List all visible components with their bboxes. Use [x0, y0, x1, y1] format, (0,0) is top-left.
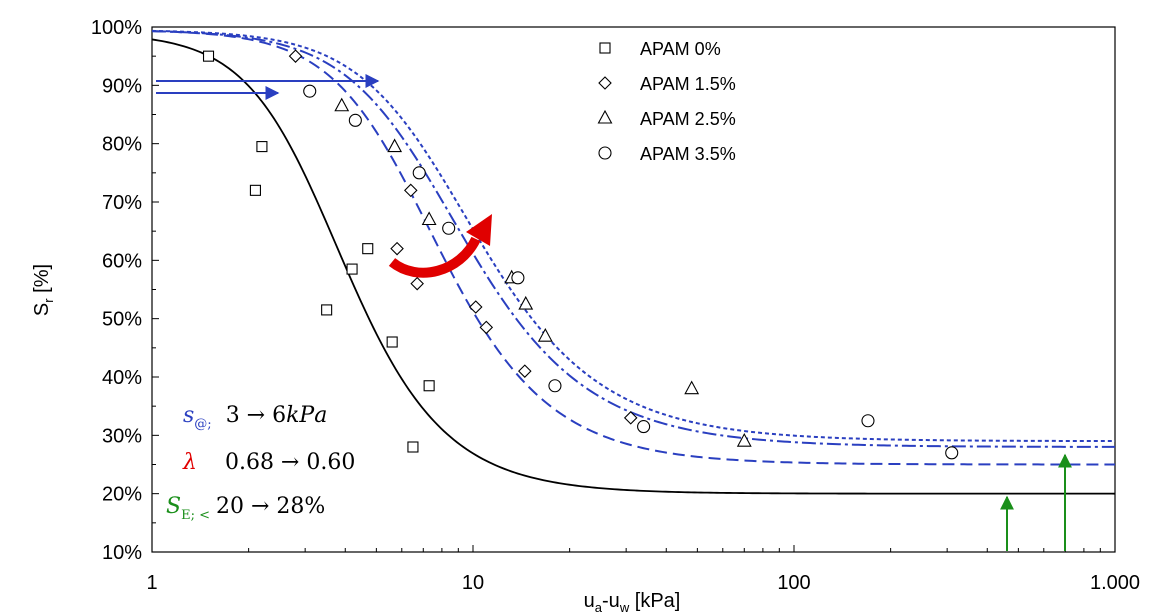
point-triangle	[736, 433, 752, 447]
y-axis-label: Sr [%]	[31, 264, 56, 316]
point-circle	[303, 84, 317, 98]
y-axis-ticks: 10% 20% 30% 40% 50% 60% 70% 80% 90% 100%	[91, 17, 159, 564]
point-square	[202, 50, 215, 62]
point-diamond	[468, 300, 483, 314]
x-axis-ticks: 1 10 100 1.000	[146, 545, 1140, 594]
x-tick-label: 100	[777, 572, 810, 594]
x-tick-label: 10	[462, 572, 484, 594]
rotation-arrow-body	[388, 236, 481, 278]
point-diamond	[288, 49, 303, 63]
point-diamond	[404, 183, 418, 198]
y-tick-label: 60%	[102, 250, 142, 272]
legend-marker-square	[599, 42, 611, 54]
point-square	[407, 441, 419, 453]
legend-marker-circle	[598, 146, 612, 160]
y-tick-label: 40%	[102, 367, 142, 389]
fitted-curves	[151, 29, 1116, 495]
data-points	[202, 49, 959, 460]
point-triangle	[518, 295, 534, 310]
legend-marker-triangle	[597, 109, 613, 124]
point-diamond	[479, 320, 494, 335]
point-triangle	[421, 211, 437, 226]
annotations: s@; 3 → 6𝑘𝑃𝑎 λ 0.68 → 0.60 SE; <20 → 28%	[166, 403, 355, 523]
point-circle	[861, 414, 875, 428]
point-diamond	[623, 411, 638, 425]
legend: APAM 0% APAM 1.5% APAM 2.5% APAM 3.5%	[597, 39, 736, 164]
y-tick-label: 30%	[102, 425, 142, 447]
annotation-suction: s@; 3 → 6𝑘𝑃𝑎	[183, 403, 327, 432]
legend-label: APAM 1.5%	[640, 74, 736, 94]
point-circle	[637, 420, 651, 434]
point-square	[321, 304, 333, 316]
point-circle	[945, 446, 959, 460]
point-diamond	[410, 276, 424, 291]
point-square	[423, 380, 435, 392]
legend-label: APAM 0%	[640, 39, 721, 59]
point-triangle	[334, 97, 350, 112]
point-circle	[412, 166, 426, 180]
rotation-arrow-head	[466, 214, 492, 246]
point-triangle	[684, 380, 700, 395]
legend-label: APAM 2.5%	[640, 109, 736, 129]
residual-arrows	[156, 74, 1072, 551]
point-circle	[548, 379, 562, 393]
y-tick-label: 10%	[102, 542, 142, 564]
y-tick-label: 100%	[91, 17, 142, 39]
annotation-residual: SE; <20 → 28%	[166, 494, 325, 523]
x-axis-label: ua-uw [kPa]	[584, 590, 681, 615]
point-diamond	[518, 364, 532, 378]
y-tick-label: 70%	[102, 192, 142, 214]
y-tick-label: 90%	[102, 75, 142, 97]
x-tick-label: 1.000	[1090, 572, 1140, 594]
point-square	[256, 141, 268, 153]
point-diamond	[390, 241, 404, 256]
point-circle	[442, 221, 456, 235]
point-square	[346, 263, 358, 275]
legend-label: APAM 3.5%	[640, 144, 736, 164]
point-square	[362, 243, 374, 255]
y-tick-label: 20%	[102, 484, 142, 506]
point-square	[386, 336, 398, 348]
fitted-curve-short-dash	[151, 29, 1116, 443]
y-tick-label: 50%	[102, 309, 142, 331]
plot-area	[151, 26, 1116, 553]
annotation-lambda: λ 0.68 → 0.60	[182, 450, 355, 475]
fitted-curve-solid	[151, 38, 1116, 495]
fitted-curve-long-dash	[151, 30, 1115, 466]
point-triangle	[537, 328, 553, 342]
y-tick-label: 80%	[102, 134, 142, 156]
point-circle	[348, 113, 362, 127]
point-triangle	[387, 138, 403, 153]
fitted-curve-dash-dot	[151, 30, 1115, 448]
rotation-arrow	[388, 214, 492, 278]
x-tick-label: 1	[146, 572, 157, 594]
point-circle	[511, 271, 525, 285]
legend-marker-diamond	[598, 76, 612, 90]
point-square	[249, 184, 261, 196]
